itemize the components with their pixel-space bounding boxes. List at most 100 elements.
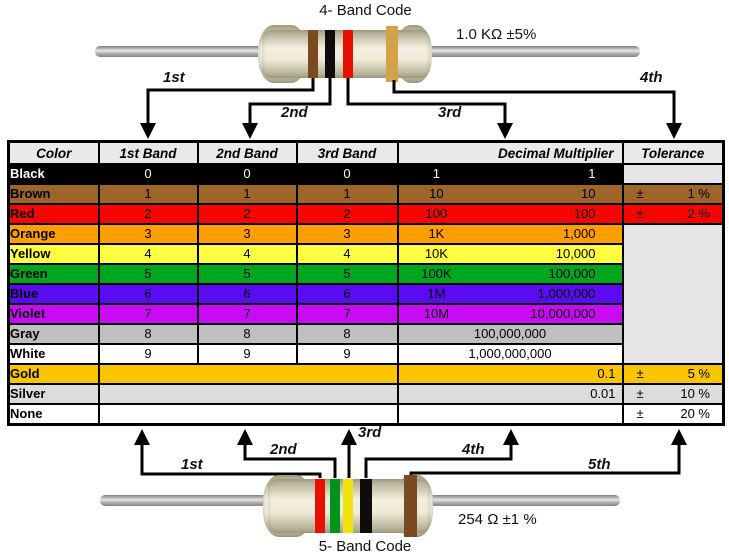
multiplier-long-value: 10,000,000 xyxy=(530,306,596,321)
black-band xyxy=(325,30,335,78)
table-row-green: Green 5 5 5 100K 100,000 xyxy=(7,263,724,285)
table-row-red: Red 2 2 2 100 100 ±2 % xyxy=(7,203,725,225)
yellow-band xyxy=(343,479,353,533)
color-name-cell: Brown xyxy=(7,183,100,205)
header-2nd-band: 2nd Band xyxy=(196,140,298,165)
color-name-cell: Blue xyxy=(7,283,100,305)
header-tolerance: Tolerance xyxy=(621,140,725,165)
multiplier-long-value: 100 xyxy=(573,206,596,221)
color-name-cell: Gold xyxy=(7,363,100,385)
band-digit-cell: 8 xyxy=(295,323,399,345)
multiplier-short-value: 1K xyxy=(428,226,445,241)
top-arrow-label-3rd: 3rd xyxy=(438,104,462,121)
bottom-arrow-label-4th: 4th xyxy=(462,441,485,458)
tolerance-value: 10 % xyxy=(680,386,710,401)
multiplier-short-value: 10K xyxy=(424,246,448,261)
black-band xyxy=(360,479,372,533)
multiplier-short-value: 1 xyxy=(432,166,441,181)
red-band xyxy=(343,30,353,78)
band-digit-cell: 4 xyxy=(196,243,298,265)
header-color: Color xyxy=(7,140,100,165)
band-digit-cell: 3 xyxy=(295,223,399,245)
color-name-cell: Violet xyxy=(7,303,100,325)
multiplier-long-value: 10 xyxy=(581,186,596,201)
table-row-orange: Orange 3 3 3 1K 1,000 xyxy=(7,223,725,365)
multiplier-long-value: 0.01 xyxy=(590,386,616,401)
band-digit-cell: 7 xyxy=(295,303,399,325)
table-row-black: Black 0 0 0 1 1 xyxy=(7,163,725,185)
bottom-arrow-label-5th: 5th xyxy=(588,456,611,473)
multiplier-short-value: 100 xyxy=(425,206,448,221)
band-digit-cell: 1 xyxy=(97,183,199,205)
color-name-cell: White xyxy=(7,343,100,365)
four-band-value-label: 1.0 KΩ ±5% xyxy=(456,26,537,43)
band-digit-cell: 7 xyxy=(97,303,199,325)
band-digit-cell: 5 xyxy=(97,263,199,285)
band-digit-cell: 0 xyxy=(97,163,199,185)
bottom-arrow-label-3rd: 3rd xyxy=(358,424,382,441)
multiplier-long-value: 1 xyxy=(588,166,596,181)
tolerance-cell: ±5 % xyxy=(621,363,725,385)
multiplier-cell: 100,000,000 xyxy=(396,323,624,345)
header-1st-band: 1st Band xyxy=(97,140,199,165)
five-band-value-label: 254 Ω ±1 % xyxy=(458,511,537,528)
multiplier-short-value: 10 xyxy=(429,186,444,201)
red-band xyxy=(315,479,325,533)
multiplier-long-value: 100,000,000 xyxy=(473,326,547,341)
bottom-arrow-label-2nd: 2nd xyxy=(270,441,297,458)
bands-merged-cell xyxy=(97,363,399,385)
multiplier-cell: 10M 10,000,000 xyxy=(396,303,624,325)
multiplier-cell: 100 100 xyxy=(396,203,624,225)
band-digit-cell: 1 xyxy=(295,183,399,205)
band-digit-cell: 9 xyxy=(196,343,298,365)
multiplier-cell: 1M 1,000,000 xyxy=(396,283,624,305)
color-name-cell: Orange xyxy=(7,223,100,245)
top-arrow-label-1st: 1st xyxy=(163,69,185,86)
multiplier-cell: 100K 100,000 xyxy=(396,263,624,285)
bottom-arrow-label-1st: 1st xyxy=(181,456,203,473)
color-code-table: Color 1st Band 2nd Band 3rd Band Decimal… xyxy=(7,140,725,426)
multiplier-long-value: 100,000 xyxy=(548,266,596,281)
plus-minus-sign: ± xyxy=(636,206,644,221)
band-digit-cell: 2 xyxy=(196,203,298,225)
table-row-gold: Gold 0.1 ±5 % xyxy=(7,363,725,385)
band-digit-cell: 6 xyxy=(295,283,399,305)
band-digit-cell: 4 xyxy=(97,243,199,265)
plus-minus-sign: ± xyxy=(636,186,644,201)
multiplier-cell: 10 10 xyxy=(396,183,624,205)
multiplier-cell: 0.1 xyxy=(396,363,624,385)
band-digit-cell: 0 xyxy=(295,163,399,185)
band-digit-cell: 6 xyxy=(97,283,199,305)
color-name-cell: Black xyxy=(7,163,100,185)
color-name-cell: Silver xyxy=(7,383,100,405)
table-row-violet: Violet 7 7 7 10M 10,000,000 xyxy=(7,303,724,325)
table-row-white: White 9 9 9 1,000,000,000 xyxy=(7,343,724,365)
tolerance-value: 1 % xyxy=(687,186,710,201)
band-digit-cell: 9 xyxy=(295,343,399,365)
header-row: Color 1st Band 2nd Band 3rd Band Decimal… xyxy=(7,140,725,165)
band-digit-cell: 8 xyxy=(97,323,199,345)
plus-minus-sign: ± xyxy=(636,386,644,401)
multiplier-cell xyxy=(396,403,624,426)
header-3rd-band: 3rd Band xyxy=(295,140,399,165)
multiplier-short-value: 10M xyxy=(423,306,450,321)
multiplier-cell: 1K 1,000 xyxy=(396,223,624,245)
table-row-silver: Silver 0.01 ±10 % xyxy=(7,383,725,405)
bands-merged-cell xyxy=(97,403,399,426)
gold-band xyxy=(386,26,398,82)
band-digit-cell: 3 xyxy=(196,223,298,245)
multiplier-short-value: 1M xyxy=(427,286,446,301)
tolerance-cell: ±10 % xyxy=(621,383,725,405)
tolerance-empty-cell xyxy=(621,163,725,185)
tolerance-cell: ±2 % xyxy=(621,203,725,225)
multiplier-cell: 1,000,000,000 xyxy=(396,343,624,365)
plus-minus-sign: ± xyxy=(636,406,644,421)
band-digit-cell: 1 xyxy=(196,183,298,205)
multiplier-cell: 0.01 xyxy=(396,383,624,405)
band-digit-cell: 4 xyxy=(295,243,399,265)
multiplier-cell: 10K 10,000 xyxy=(396,243,624,265)
table-row-gray: Gray 8 8 8 100,000,000 xyxy=(7,323,724,345)
brown-band xyxy=(404,475,417,537)
